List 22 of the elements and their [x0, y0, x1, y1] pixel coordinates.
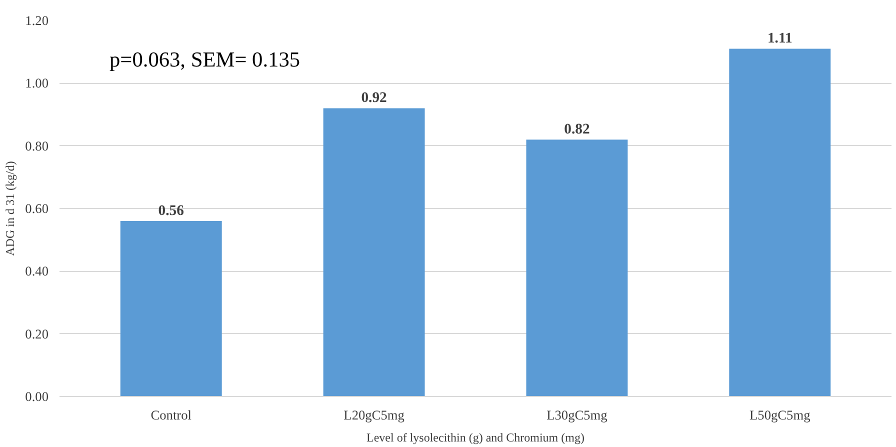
x-tick-label: Control	[150, 408, 192, 422]
y-tick-label: 0.40	[25, 264, 49, 279]
bar	[729, 48, 831, 396]
y-tick-label: 1.20	[25, 13, 49, 28]
y-tick-label: 0.20	[25, 326, 49, 342]
bar	[120, 221, 222, 396]
bar	[526, 140, 628, 396]
annotation: p=0.063, SEM= 0.135	[110, 48, 300, 72]
data-label: 0.82	[564, 122, 590, 138]
y-axis-title: ADG in d 31 (kg/d)	[3, 161, 18, 256]
x-tick-label: L50gC5mg	[750, 408, 811, 422]
y-tick-label: 1.00	[25, 76, 49, 91]
y-tick-label: 0.60	[25, 201, 49, 216]
data-label: 0.56	[158, 203, 184, 220]
x-axis-title: Level of lysolecithin (g) and Chromium (mg)	[366, 430, 584, 444]
x-tick-label: L30gC5mg	[546, 408, 608, 422]
bar	[323, 108, 425, 396]
x-tick-label: L20gC5mg	[344, 408, 405, 422]
data-label: 0.92	[361, 90, 387, 106]
y-tick-label: 0.00	[25, 389, 49, 404]
data-label: 1.11	[767, 30, 792, 47]
y-tick-label: 0.80	[25, 138, 49, 154]
